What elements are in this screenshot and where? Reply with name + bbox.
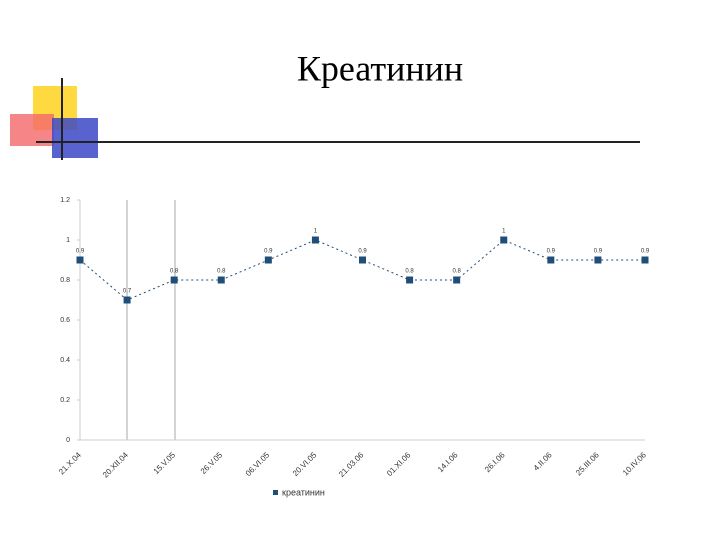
data-label: 0.9 xyxy=(547,249,556,255)
y-tick-label: 0.8 xyxy=(60,277,70,284)
point xyxy=(264,256,272,264)
x-tick-label: 10.IV.06 xyxy=(621,450,648,477)
point xyxy=(170,276,178,284)
data-label: 0.9 xyxy=(264,249,273,255)
data-label: 0.9 xyxy=(641,249,650,255)
x-tick-label: 15.V.05 xyxy=(152,450,178,476)
point xyxy=(217,276,225,284)
point xyxy=(76,256,84,264)
point xyxy=(359,256,366,264)
data-label: 0.9 xyxy=(76,249,85,255)
x-tick-label: 14.I.06 xyxy=(436,450,460,474)
y-tick-label: 1.2 xyxy=(60,197,70,204)
point xyxy=(547,256,555,264)
x-tick-label: 20.VI.05 xyxy=(291,450,319,478)
blue-square xyxy=(52,118,98,158)
point xyxy=(123,296,131,304)
x-tick-label: 01.XI.06 xyxy=(385,450,413,478)
data-label: 0.8 xyxy=(170,269,179,275)
red-square xyxy=(10,114,54,146)
data-label: 1 xyxy=(502,229,506,235)
legend-label: креатинин xyxy=(282,487,325,497)
data-label: 0.9 xyxy=(594,249,603,255)
x-tick-label: 21.X.04 xyxy=(57,450,83,476)
data-label: 0.8 xyxy=(405,269,414,275)
data-label: 0.9 xyxy=(358,249,367,255)
x-tick-label: 06.VI.05 xyxy=(244,450,272,478)
x-tick-label: 25.III.06 xyxy=(574,450,601,477)
y-tick-label: 0.4 xyxy=(60,357,70,364)
y-tick-label: 1 xyxy=(66,237,70,244)
point xyxy=(500,236,508,244)
decoration xyxy=(10,78,640,160)
data-label: 1 xyxy=(314,229,318,235)
y-tick-label: 0 xyxy=(66,437,70,444)
y-tick-label: 0.2 xyxy=(60,397,70,404)
data-label: 0.8 xyxy=(452,269,461,275)
y-tick-label: 0.6 xyxy=(60,317,70,324)
point xyxy=(594,256,602,264)
x-tick-label: 26.I.06 xyxy=(483,450,507,474)
legend-swatch xyxy=(273,490,278,495)
x-tick-label: 21.03.06 xyxy=(337,450,366,479)
data-label: 0.7 xyxy=(123,289,132,295)
point xyxy=(311,236,319,244)
x-tick-label: 26.V.05 xyxy=(199,450,225,476)
point xyxy=(406,276,414,284)
x-tick-label: 4.II.06 xyxy=(532,450,554,472)
data-label: 0.8 xyxy=(217,269,226,275)
point xyxy=(453,276,461,284)
chart-title: Креатинин xyxy=(297,48,463,88)
point xyxy=(641,256,649,264)
x-tick-label: 20.XII.04 xyxy=(101,450,130,479)
